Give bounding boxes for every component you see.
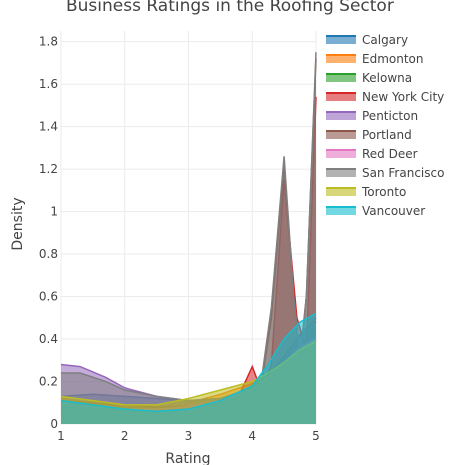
legend-swatch — [326, 111, 356, 120]
legend-label: San Francisco — [362, 165, 445, 180]
x-tick-label: 5 — [312, 429, 320, 443]
legend-swatch — [326, 54, 356, 63]
y-tick-label: 0.8 — [39, 247, 58, 261]
area-vancouver — [61, 313, 316, 424]
legend-swatch — [326, 187, 356, 196]
legend-item-san-francisco[interactable]: San Francisco — [326, 163, 444, 182]
legend-item-red-deer[interactable]: Red Deer — [326, 144, 444, 163]
y-axis-label: Density — [10, 197, 26, 250]
legend-swatch — [326, 149, 356, 158]
x-tick-labels: 1 2 3 4 5 — [57, 429, 320, 443]
chart-title: Business Ratings in the Roofing Sector — [66, 0, 394, 16]
legend-label: Calgary — [362, 32, 409, 47]
legend-label: Portland — [362, 127, 412, 142]
legend-item-calgary[interactable]: Calgary — [326, 30, 444, 49]
x-axis-label: Rating — [165, 451, 210, 465]
legend-label: Edmonton — [362, 51, 424, 66]
x-tick-label: 1 — [57, 429, 65, 443]
y-tick-label: 1.8 — [39, 35, 58, 49]
y-tick-label: 1.6 — [39, 77, 58, 91]
line-vancouver — [60, 312, 317, 413]
series-areas — [60, 52, 317, 425]
x-tick-label: 2 — [121, 429, 129, 443]
legend-swatch — [326, 35, 356, 44]
legend-swatch — [326, 73, 356, 82]
legend-label: Penticton — [362, 108, 419, 123]
legend-label: Red Deer — [362, 146, 418, 161]
legend-label: Toronto — [362, 184, 407, 199]
legend[interactable]: Calgary Edmonton Kelowna New York City Penti… — [326, 30, 444, 220]
y-tick-labels: 0 0.2 0.4 0.6 0.8 1 1.2 1.4 1.6 1.8 — [39, 35, 58, 431]
legend-swatch — [326, 168, 356, 177]
y-tick-label: 1 — [50, 205, 58, 219]
legend-item-penticton[interactable]: Penticton — [326, 106, 444, 125]
legend-item-portland[interactable]: Portland — [326, 125, 444, 144]
legend-swatch — [326, 206, 356, 215]
legend-label: New York City — [362, 89, 445, 104]
legend-item-toronto[interactable]: Toronto — [326, 182, 444, 201]
legend-item-vancouver[interactable]: Vancouver — [326, 201, 444, 220]
y-tick-label: 1.2 — [39, 162, 58, 176]
x-tick-label: 4 — [248, 429, 256, 443]
legend-item-new-york-city[interactable]: New York City — [326, 87, 444, 106]
legend-item-kelowna[interactable]: Kelowna — [326, 68, 444, 87]
legend-item-edmonton[interactable]: Edmonton — [326, 49, 444, 68]
y-tick-label: 0.2 — [39, 375, 58, 389]
legend-label: Vancouver — [362, 203, 426, 218]
y-tick-label: 0.6 — [39, 290, 58, 304]
x-tick-label: 3 — [185, 429, 193, 443]
y-tick-label: 1.4 — [39, 120, 58, 134]
y-tick-label: 0 — [50, 417, 58, 431]
legend-swatch — [326, 130, 356, 139]
legend-swatch — [326, 92, 356, 101]
legend-label: Kelowna — [362, 70, 413, 85]
y-tick-label: 0.4 — [39, 332, 58, 346]
